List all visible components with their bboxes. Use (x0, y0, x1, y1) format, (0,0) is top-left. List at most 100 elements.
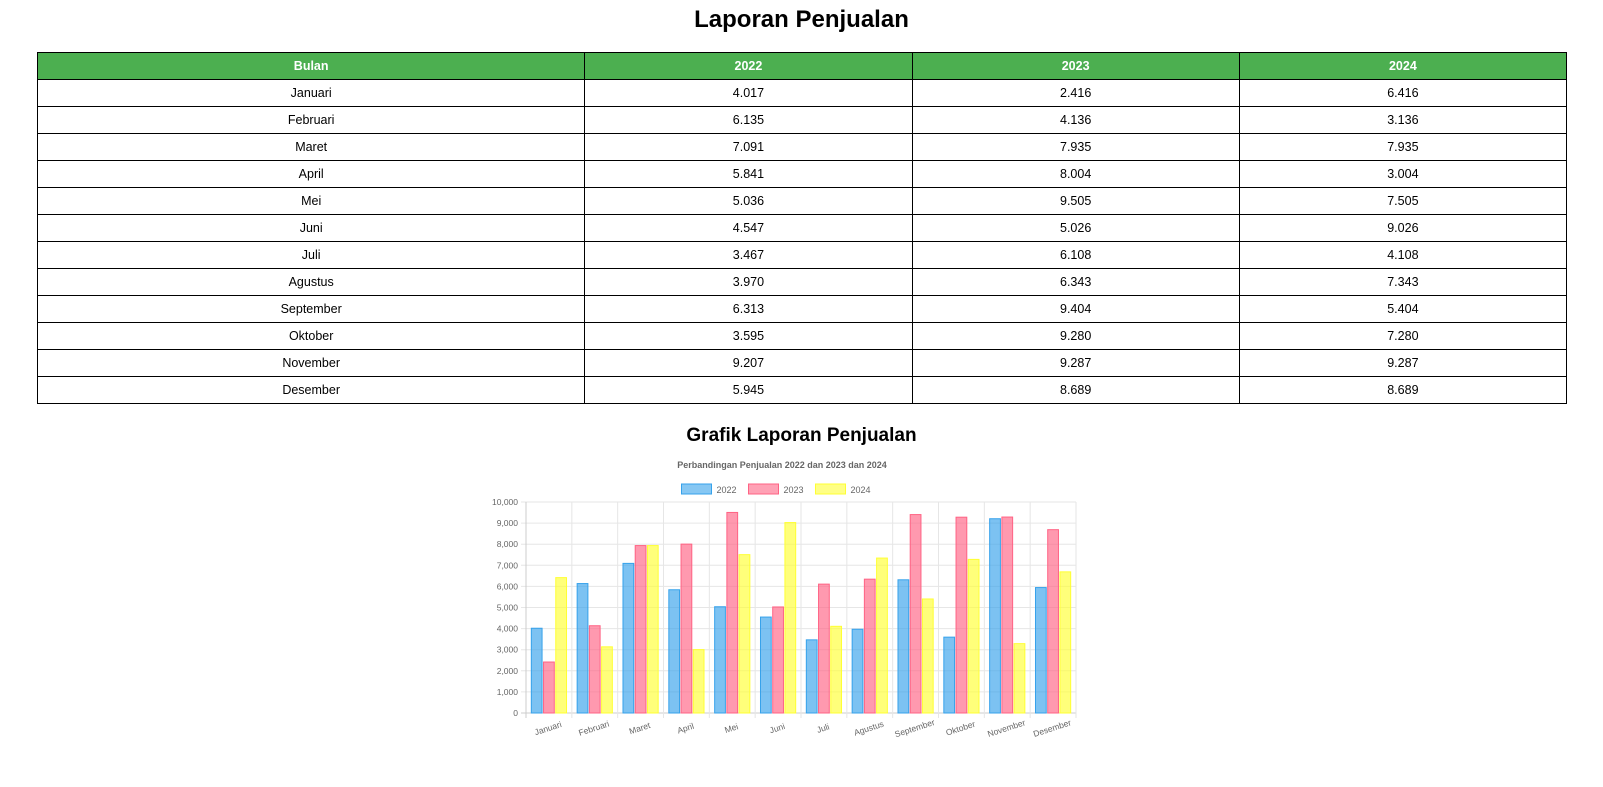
page-title: Laporan Penjualan (694, 6, 909, 33)
value-cell: 9.207 (584, 349, 913, 377)
table-row: Desember 5.945 8.689 8.689 (36, 376, 1568, 404)
table-row: Oktober 3.595 9.280 7.280 (36, 322, 1568, 350)
bar-2022-April (668, 589, 681, 714)
legend-item-2024: 2024 (815, 483, 871, 495)
sales-chart: Perbandingan Penjualan 2022 dan 2023 dan… (492, 460, 1077, 739)
legend-item-2023: 2023 (748, 483, 804, 495)
bar-2022-November (989, 518, 1001, 714)
y-tick-label: 7,000 (497, 560, 519, 570)
bar-2024-Maret (646, 545, 659, 714)
chart-title: Perbandingan Penjualan 2022 dan 2023 dan… (677, 460, 887, 470)
bar-2023-Desember (1047, 529, 1059, 714)
month-cell: November (36, 349, 586, 377)
value-cell: 6.135 (584, 106, 913, 134)
x-tick-label: Juni (768, 721, 786, 735)
table-row: Juni 4.547 5.026 9.026 (36, 214, 1568, 242)
month-cell: Juli (36, 241, 586, 269)
bar-2024-Agustus (876, 557, 888, 714)
y-tick-label: 6,000 (497, 581, 519, 591)
table-row: Agustus 3.970 6.343 7.343 (36, 268, 1568, 296)
y-tick-label: 10,000 (492, 497, 518, 507)
value-cell: 3.136 (1238, 106, 1568, 134)
value-cell: 5.841 (584, 160, 913, 188)
y-tick-label: 8,000 (497, 539, 519, 549)
value-cell: 6.313 (584, 295, 913, 323)
value-cell: 5.036 (584, 187, 913, 215)
sales-table: Bulan 2022 2023 2024 Januari 4.017 2.416 6.… (36, 52, 1568, 404)
y-tick-label: 0 (513, 708, 518, 718)
bar-2023-Juni (772, 606, 784, 714)
header-2022: 2022 (584, 52, 913, 80)
bar-2022-Agustus (851, 628, 864, 714)
value-cell: 2.416 (911, 79, 1240, 107)
value-cell: 3.970 (584, 268, 913, 296)
value-cell: 9.287 (1238, 349, 1568, 377)
value-cell: 8.689 (911, 376, 1240, 404)
bar-2024-Februari (601, 646, 613, 714)
month-cell: Februari (36, 106, 586, 134)
bar-2023-Oktober (955, 516, 968, 714)
bar-2024-September (921, 598, 934, 714)
legend-swatch (815, 483, 846, 495)
header-bulan: Bulan (36, 52, 586, 80)
month-cell: Juni (36, 214, 586, 242)
bar-2024-Desember (1059, 571, 1072, 714)
month-cell: April (36, 160, 586, 188)
bar-2022-Juni (759, 616, 772, 714)
table-row: November 9.207 9.287 9.287 (36, 349, 1568, 377)
legend-label: 2024 (851, 485, 871, 495)
bar-2023-Maret (634, 545, 647, 714)
bar-2024-Juli (830, 625, 843, 714)
value-cell: 7.935 (911, 133, 1240, 161)
value-cell: 8.689 (1238, 376, 1568, 404)
table-row: April 5.841 8.004 3.004 (36, 160, 1568, 188)
y-tick-label: 2,000 (497, 666, 519, 676)
bar-2023-September (909, 514, 922, 714)
x-tick-label: Februari (577, 718, 610, 737)
table-body: Januari 4.017 2.416 6.416 Februari 6.135 4.136… (36, 79, 1568, 404)
bar-2024-November (1013, 643, 1026, 714)
value-cell: 4.136 (911, 106, 1240, 134)
legend-swatch (681, 483, 712, 495)
x-tick-label: Maret (628, 720, 652, 736)
x-tick-label: April (676, 721, 695, 736)
bar-2022-Maret (622, 562, 635, 714)
legend-item-2022: 2022 (681, 483, 737, 495)
bar-2024-April (692, 649, 705, 714)
value-cell: 9.505 (911, 187, 1240, 215)
bar-2023-Mei (726, 511, 739, 714)
x-tick-label: Mei (723, 721, 739, 735)
y-tick-label: 5,000 (497, 603, 519, 613)
value-cell: 9.280 (911, 322, 1240, 350)
table-header-row: Bulan 2022 2023 2024 (36, 52, 1568, 80)
month-cell: Agustus (36, 268, 586, 296)
legend-swatch (748, 483, 779, 495)
bar-2024-Mei (738, 554, 751, 714)
header-2023: 2023 (911, 52, 1240, 80)
value-cell: 7.505 (1238, 187, 1568, 215)
y-tick-label: 9,000 (497, 518, 519, 528)
chart-heading: Grafik Laporan Penjualan (686, 425, 917, 446)
value-cell: 3.004 (1238, 160, 1568, 188)
value-cell: 5.404 (1238, 295, 1568, 323)
x-tick-label: Oktober (945, 719, 977, 738)
bar-2022-Januari (530, 627, 543, 714)
value-cell: 3.595 (584, 322, 913, 350)
x-tick-label: September (893, 717, 936, 739)
bar-2022-Juli (805, 639, 818, 714)
table-row: September 6.313 9.404 5.404 (36, 295, 1568, 323)
x-tick-label: Agustus (853, 719, 885, 738)
y-tick-label: 4,000 (497, 624, 519, 634)
table-row: Juli 3.467 6.108 4.108 (36, 241, 1568, 269)
legend-label: 2022 (717, 485, 737, 495)
value-cell: 7.091 (584, 133, 913, 161)
bar-2023-Februari (588, 625, 601, 714)
bar-2024-Oktober (967, 558, 980, 714)
bar-2022-Mei (714, 606, 726, 714)
value-cell: 4.017 (584, 79, 913, 107)
bar-2022-September (897, 579, 910, 714)
table-row: Mei 5.036 9.505 7.505 (36, 187, 1568, 215)
month-cell: Mei (36, 187, 586, 215)
header-2024: 2024 (1238, 52, 1568, 80)
value-cell: 7.343 (1238, 268, 1568, 296)
